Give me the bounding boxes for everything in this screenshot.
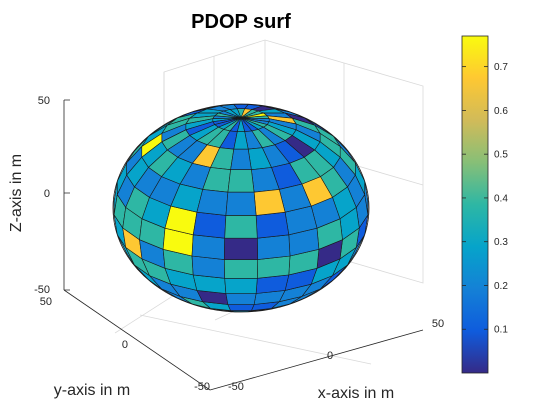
colorbar-tick-label: 0.2	[494, 281, 508, 292]
x-tick-label: 0	[327, 350, 333, 362]
surface-patch	[192, 211, 227, 239]
z-axis-ticks: 50 0 -50	[34, 95, 50, 296]
surface-patch	[223, 259, 259, 279]
z-axis-label: Z-axis in m	[8, 154, 25, 232]
surface-patch	[224, 277, 258, 294]
surface-patch	[256, 234, 291, 260]
x-axis-ticks: -50 0 50	[228, 318, 444, 393]
z-tick-label: 50	[38, 95, 50, 107]
y-axis-ticks: 50 0 -50	[40, 296, 210, 393]
surface-patch	[253, 189, 286, 216]
pdop-sphere-surface	[113, 104, 369, 312]
colorbar-tick-label: 0.4	[494, 193, 508, 204]
surface-patch	[196, 189, 229, 216]
y-tick-label: 0	[122, 339, 128, 351]
surface-patch	[223, 237, 259, 260]
surface-patch	[227, 169, 255, 193]
colorbar-tick-label: 0.3	[494, 237, 508, 248]
z-tick-label: 0	[44, 188, 50, 200]
surface-patch	[224, 215, 258, 239]
surface-patch	[225, 191, 257, 216]
x-axis-label: x-axis in m	[318, 385, 394, 402]
colorbar-gradient	[461, 35, 489, 374]
colorbar-tick-label: 0.7	[494, 62, 508, 73]
axis-lines	[63, 99, 424, 391]
x-tick-label: 50	[432, 318, 444, 330]
colorbar: 0.1 0.2 0.3 0.4 0.5 0.6 0.7	[461, 35, 508, 374]
y-tick-label: -50	[194, 381, 210, 393]
colorbar-tick-label: 0.1	[494, 325, 508, 336]
surface-patch	[191, 234, 226, 260]
y-tick-label: 50	[40, 296, 52, 308]
y-axis-label: y-axis in m	[54, 382, 130, 399]
surface-patch	[255, 211, 290, 239]
sphere-outline	[112, 103, 370, 313]
surface-patch	[230, 148, 252, 170]
surface-patch	[227, 304, 255, 311]
colorbar-tick-label: 0.5	[494, 150, 508, 161]
x-tick-label: -50	[228, 381, 244, 393]
z-tick-label: -50	[34, 284, 50, 296]
chart-title: PDOP surf	[191, 11, 291, 33]
surface-patch	[225, 293, 257, 305]
colorbar-tick-label: 0.6	[494, 106, 508, 117]
